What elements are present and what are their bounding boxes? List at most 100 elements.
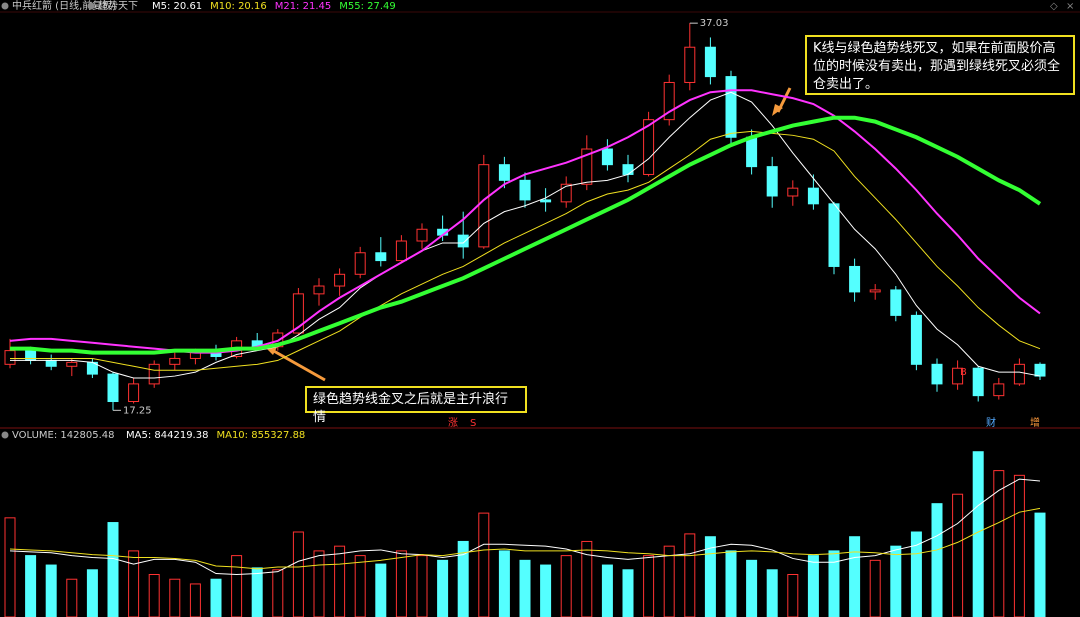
ma-line (10, 130, 1041, 371)
window-control[interactable]: ◇ (1050, 1, 1058, 12)
candle-body (828, 203, 840, 267)
volume-bar (334, 545, 346, 617)
volume-bar (272, 569, 284, 617)
candle-body (704, 46, 716, 78)
candle-body (292, 293, 304, 334)
volume-bar (931, 503, 943, 617)
volume-bar (251, 567, 263, 617)
volume-bar (787, 574, 799, 617)
volume-bar (1034, 512, 1046, 617)
volume-ma-label: MA5: 844219.38 (126, 430, 208, 441)
volume-bar (993, 470, 1005, 617)
candle-body (972, 367, 984, 397)
event-marker: 财 (986, 416, 996, 429)
candle-body (931, 363, 943, 385)
candle-body (1013, 363, 1025, 385)
volume-title: VOLUME: 142805.48 (12, 430, 115, 441)
candle-body (807, 187, 819, 205)
volume-bar (560, 555, 572, 617)
candle-body (375, 252, 387, 262)
candle-body (746, 136, 758, 168)
high-label: 37.03 (700, 18, 729, 29)
volume-bar (210, 578, 222, 617)
volume-bar (540, 564, 552, 617)
candle-body (622, 164, 634, 175)
indicator-name: 趋势天下 (98, 0, 138, 12)
header-icon (1, 2, 9, 10)
volume-bar (828, 550, 840, 617)
candle-body (416, 228, 428, 242)
volume-bar (189, 583, 201, 617)
candle-body (910, 314, 922, 365)
volume-bar (663, 545, 675, 617)
candle-body (478, 164, 490, 248)
volume-bar (437, 559, 449, 617)
candle-body (107, 373, 119, 403)
header-icon (87, 2, 95, 10)
candle-body (128, 383, 140, 403)
volume-bar (952, 493, 964, 617)
volume-bar (849, 536, 861, 617)
volume-bar (45, 564, 57, 617)
volume-bar (4, 517, 16, 617)
candle-body (663, 81, 675, 121)
candle-body (354, 252, 366, 275)
candle-body (787, 187, 799, 197)
event-marker: B (960, 367, 967, 378)
volume-bar (890, 545, 902, 617)
ma-label: M10: 20.16 (210, 1, 267, 12)
annotation: 绿色趋势线金叉之后就是主升浪行情 (305, 386, 527, 425)
candle-body (890, 289, 902, 316)
volume-bar (622, 569, 634, 617)
candle-body (684, 46, 696, 83)
candle-body (334, 273, 346, 287)
ma-label: M5: 20.61 (152, 1, 202, 12)
volume-bar (746, 559, 758, 617)
candle-body (560, 183, 572, 203)
ma-line (10, 115, 1042, 355)
volume-bar (416, 555, 428, 617)
candle-body (869, 289, 881, 293)
window-control[interactable]: × (1066, 1, 1074, 12)
volume-bar (684, 533, 696, 617)
volume-bar (395, 550, 407, 617)
volume-bar (766, 569, 778, 617)
candle-body (993, 383, 1005, 397)
low-label: 17.25 (123, 405, 152, 416)
candle-body (849, 265, 861, 293)
candle-body (643, 119, 655, 175)
volume-ma-label: MA10: 855327.88 (216, 430, 305, 441)
event-marker: S (470, 418, 476, 429)
volume-bar (292, 531, 304, 617)
arrowhead (772, 104, 783, 116)
volume-bar (107, 522, 119, 617)
volume-bar (25, 555, 37, 617)
candle-body (169, 357, 181, 365)
candle-body (4, 350, 16, 365)
volume-bar (457, 540, 469, 617)
header-icon (1, 431, 9, 439)
arrow (271, 348, 326, 382)
annotation: K线与绿色趋势线死叉，如果在前面股价高位的时候没有卖出，那遇到绿线死叉必须全仓卖… (805, 35, 1075, 95)
volume-bar (148, 574, 160, 617)
event-marker: 增 (1030, 416, 1040, 429)
candle-body (601, 148, 613, 166)
candle-body (725, 76, 737, 138)
volume-bar (169, 578, 181, 617)
candle-body (66, 361, 78, 367)
volume-bar (478, 512, 490, 617)
candle-body (581, 148, 593, 185)
volume-ma-line (9, 507, 1041, 570)
candle-body (457, 234, 469, 248)
volume-bar (807, 555, 819, 617)
volume-bar (869, 559, 881, 617)
volume-bar (498, 550, 510, 617)
event-marker: 涨 (448, 417, 458, 429)
volume-ma-line (9, 478, 1041, 576)
volume-bar (128, 550, 140, 617)
volume-bar (231, 555, 243, 617)
volume-bar (643, 555, 655, 617)
candle-body (1034, 363, 1046, 377)
